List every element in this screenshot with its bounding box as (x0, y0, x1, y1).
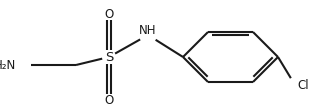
Text: O: O (104, 8, 114, 21)
Text: NH: NH (139, 24, 157, 37)
Text: Cl: Cl (297, 78, 309, 91)
Text: H₂N: H₂N (0, 58, 16, 71)
Text: S: S (105, 51, 113, 63)
Text: O: O (104, 93, 114, 106)
